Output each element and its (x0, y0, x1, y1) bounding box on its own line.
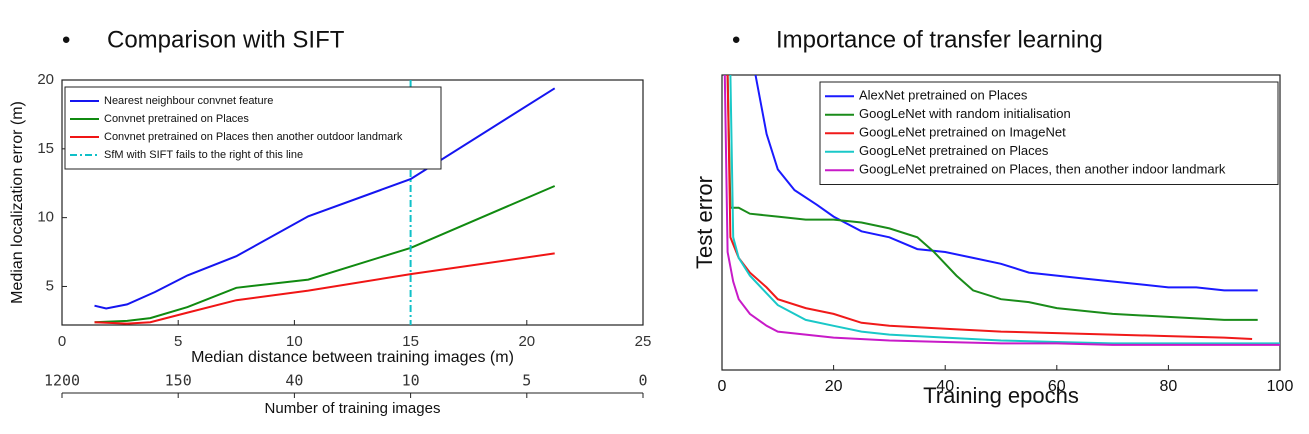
y-tick-label: 20 (37, 71, 54, 88)
x2-axis-label: Number of training images (265, 400, 441, 417)
x-tick-label: 0 (718, 378, 727, 395)
heading: Importance of transfer learning (776, 26, 1103, 53)
legend-label: Convnet pretrained on Places (104, 113, 249, 125)
series-line (94, 87, 556, 310)
x2-tick-label: 0 (638, 372, 647, 390)
series-line (726, 75, 1258, 321)
y-axis-label: Median localization error (m) (9, 101, 26, 304)
series-line (94, 185, 556, 324)
x-tick-label: 25 (635, 333, 652, 350)
y-axis-label: Test error (692, 176, 717, 269)
x-tick-label: 60 (1048, 378, 1066, 395)
legend-box (64, 86, 442, 170)
legend-label: AlexNet pretrained on Places (859, 88, 1028, 103)
y-tick-label: 15 (37, 140, 54, 157)
plot-frame (61, 79, 644, 326)
y-tick-label: 10 (37, 209, 54, 226)
legend-label: GoogLeNet pretrained on Places, then ano… (859, 162, 1226, 177)
x2-tick-label: 40 (285, 372, 303, 390)
x-tick-label: 10 (286, 333, 303, 350)
series-line (723, 75, 1280, 346)
series-line (726, 75, 1253, 340)
x-axis-label: Median distance between training images … (191, 349, 514, 366)
x-tick-label: 40 (936, 378, 954, 395)
x2-tick-label: 150 (165, 372, 192, 390)
x2-tick-label: 5 (522, 372, 531, 390)
x-axis-label: Training epochs (923, 383, 1079, 408)
legend-label: GoogLeNet with random initialisation (859, 106, 1071, 121)
x2-tick-label: 10 (402, 372, 420, 390)
series-line (94, 252, 555, 325)
series-line (754, 75, 1258, 292)
legend-box (819, 81, 1279, 185)
legend-label: Convnet pretrained on Places then anothe… (104, 131, 403, 143)
x-tick-label: 80 (1160, 378, 1178, 395)
x-tick-label: 15 (402, 333, 419, 350)
legend-label: GoogLeNet pretrained on Places (859, 143, 1049, 158)
x-tick-label: 0 (58, 333, 66, 350)
plot-frame (721, 74, 1281, 371)
y-tick-label: 5 (46, 277, 54, 294)
series-line (729, 75, 1280, 345)
heading: Comparison with SIFT (107, 26, 345, 53)
bullet: • (732, 26, 740, 53)
x-tick-label: 20 (825, 378, 843, 395)
bullet: • (62, 26, 70, 53)
legend-label: GoogLeNet pretrained on ImageNet (859, 125, 1066, 140)
x-tick-label: 5 (174, 333, 182, 350)
legend-label: Nearest neighbour convnet feature (104, 95, 273, 107)
x-tick-label: 100 (1267, 378, 1294, 395)
x-tick-label: 20 (518, 333, 535, 350)
x2-tick-label: 1200 (44, 372, 80, 390)
legend-label: SfM with SIFT fails to the right of this… (104, 149, 303, 161)
